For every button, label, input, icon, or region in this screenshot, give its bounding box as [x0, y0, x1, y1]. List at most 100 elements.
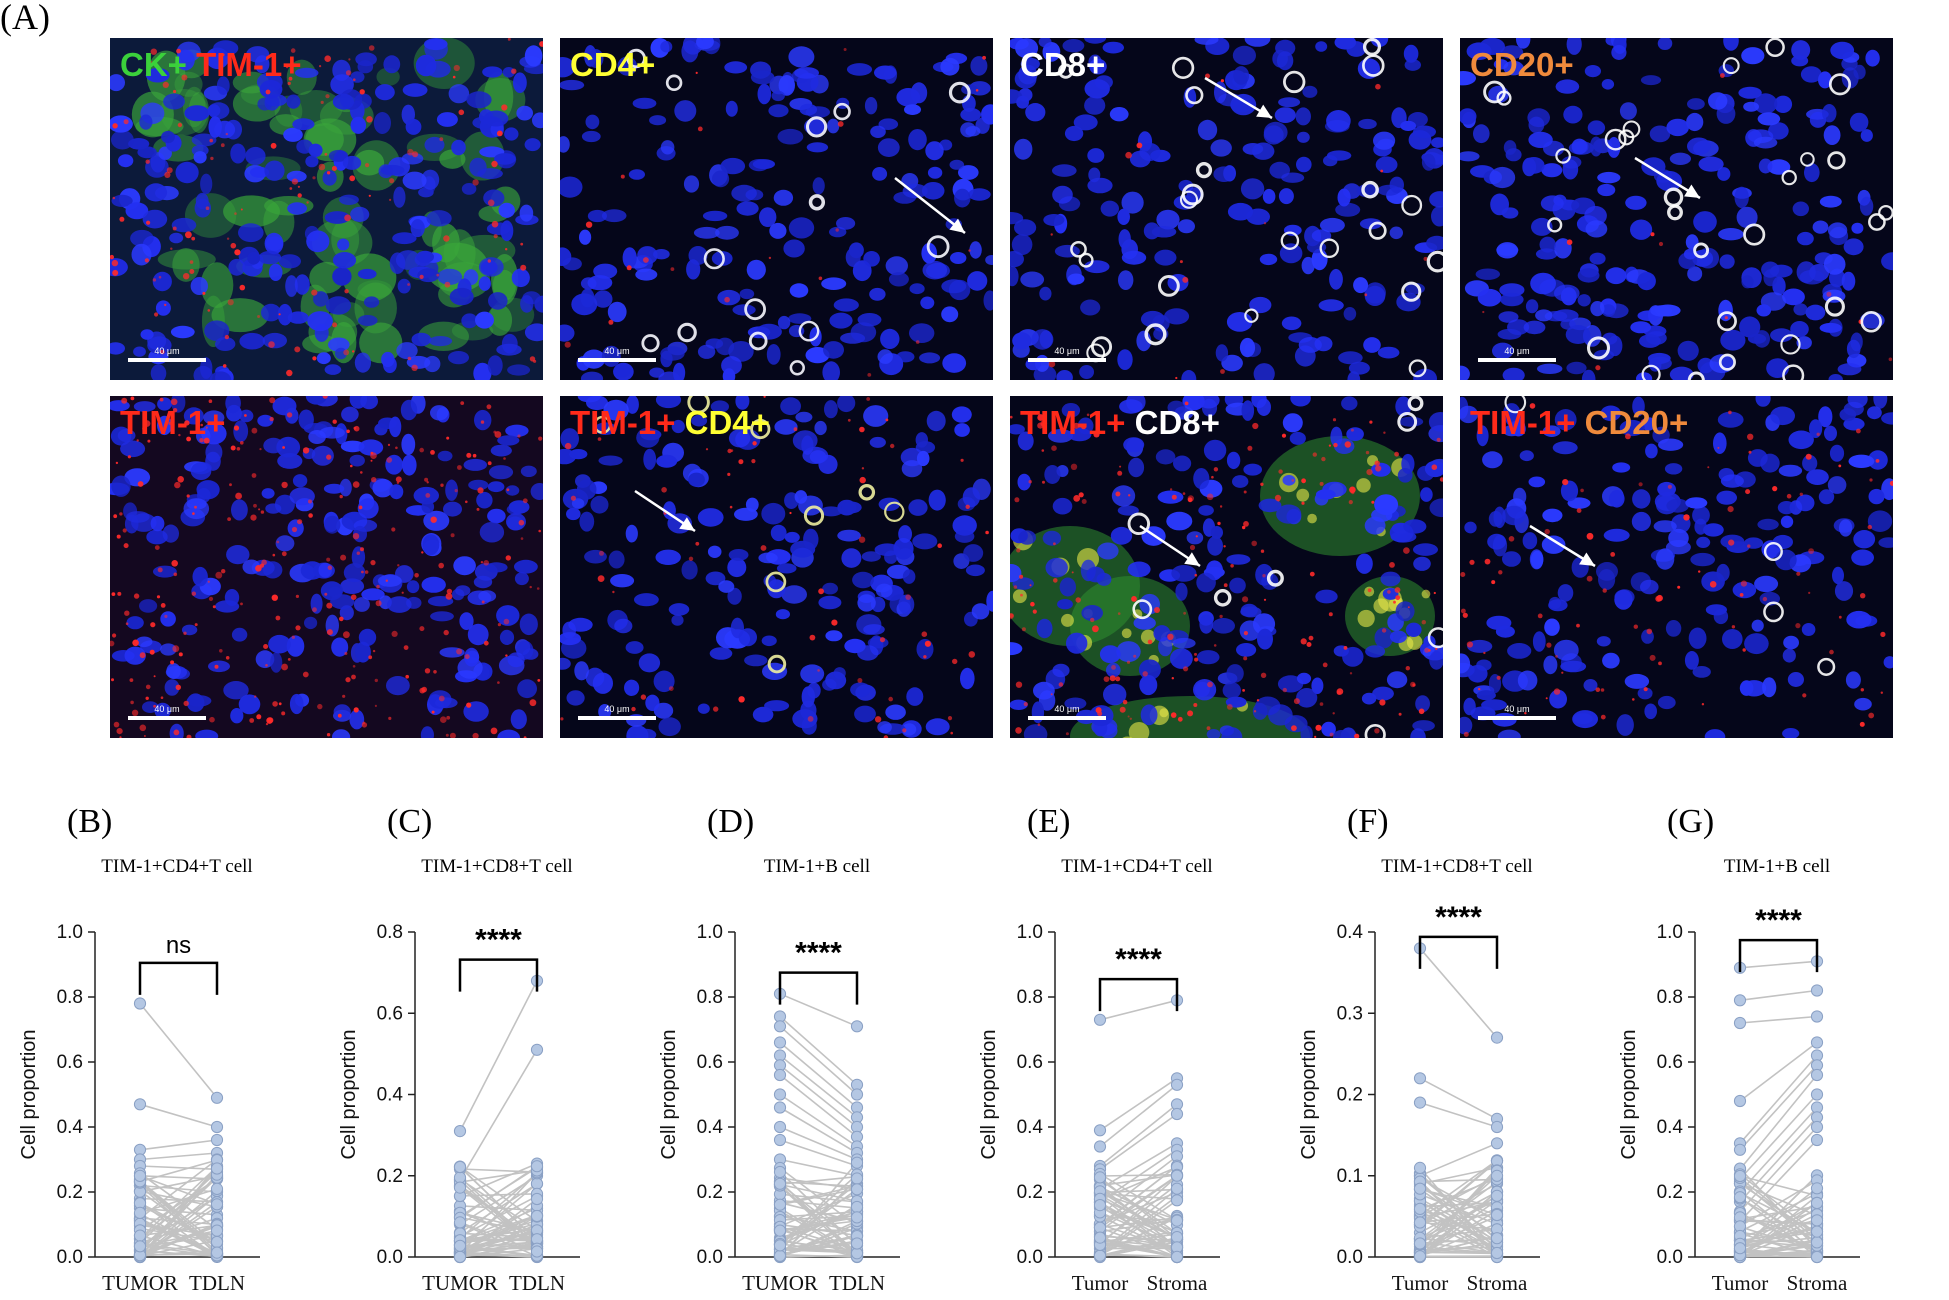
micrograph-timcd20: TIM-1+ CD20+ 40 μm: [1460, 396, 1893, 738]
data-point: [1733, 1016, 1747, 1030]
micrograph-timcd8: TIM-1+ CD8+ 40 μm: [1010, 396, 1443, 738]
data-point: [210, 1235, 224, 1249]
significance-bracket: [138, 961, 219, 995]
x-tick-label: Stroma: [1467, 1271, 1528, 1295]
pair-line: [1739, 989, 1818, 1002]
pair-line: [139, 1139, 218, 1151]
pair-line: [139, 1002, 218, 1099]
panel-letter: (D): [707, 803, 754, 840]
pair-line: [1739, 1249, 1818, 1257]
data-point: [453, 1250, 467, 1263]
pair-line: [139, 1103, 218, 1128]
pair-line: [139, 1239, 218, 1257]
x-tick-label: TDLN: [829, 1271, 885, 1295]
pair-line: [139, 1152, 218, 1161]
stain-label: TIM-1+: [570, 404, 676, 441]
pointer-arrow-icon: [894, 177, 966, 234]
stain-label: CK+: [120, 46, 187, 83]
pair-line: [1099, 999, 1178, 1021]
data-point: [210, 1120, 224, 1134]
pair-line: [1739, 1213, 1818, 1254]
x-tick-label: TUMOR: [742, 1271, 818, 1295]
data-point: [453, 1216, 467, 1229]
y-tick-label: 0.0: [377, 1247, 403, 1268]
data-point: [773, 1036, 787, 1049]
y-tick-label: 0.0: [1337, 1247, 1363, 1268]
data-point: [773, 1088, 787, 1101]
data-point: [773, 1101, 787, 1114]
data-point: [1170, 1107, 1184, 1121]
pair-line: [459, 1232, 538, 1239]
panel-letter: (E): [1027, 803, 1070, 840]
pair-line: [139, 1182, 218, 1253]
scale-bar-text: 40 μm: [1504, 704, 1530, 714]
pointer-arrow-icon: [1529, 524, 1596, 568]
data-point: [1490, 1137, 1504, 1150]
pair-line: [1419, 1245, 1498, 1255]
y-tick-label: 0.8: [377, 922, 403, 943]
pair-line: [779, 1216, 858, 1232]
pair-line: [779, 1247, 858, 1252]
x-tick-label: Tumor: [1712, 1271, 1768, 1295]
stain-label: TIM-1+: [120, 404, 226, 441]
pair-line: [1099, 1204, 1178, 1238]
pair-line: [139, 1224, 218, 1237]
y-tick-label: 0.0: [57, 1247, 83, 1268]
data-point: [530, 1245, 544, 1258]
pair-line: [1099, 1103, 1178, 1167]
pair-line: [459, 1247, 538, 1258]
data-point: [133, 1240, 147, 1253]
data-point: [850, 1211, 864, 1224]
y-tick-label: 1.0: [57, 922, 83, 943]
data-point: [133, 1206, 147, 1219]
y-tick-label: 0.6: [1657, 1052, 1683, 1073]
y-tick-label: 1.0: [1657, 922, 1683, 943]
pair-line: [459, 1165, 538, 1219]
micrograph-label: CK+ TIM-1+: [120, 46, 302, 84]
y-axis-label: Cell proportion: [658, 1029, 680, 1159]
stain-label: TIM-1+: [196, 46, 302, 83]
y-tick-label: 0.6: [1017, 1052, 1043, 1073]
scale-bar-line: [128, 716, 206, 720]
micrograph-label: TIM-1+ CD20+: [1470, 404, 1688, 442]
data-point: [1413, 1237, 1427, 1250]
data-point: [1170, 1214, 1184, 1227]
y-tick-label: 1.0: [697, 922, 723, 943]
x-tick-label: Tumor: [1392, 1271, 1448, 1295]
pair-line: [1419, 1187, 1498, 1216]
pointer-arrow-icon: [1204, 76, 1273, 120]
x-tick-label: TDLN: [509, 1271, 565, 1295]
data-point: [1810, 1182, 1824, 1195]
pair-line: [779, 1235, 858, 1257]
chart-title: TIM-1+CD8+T cell: [421, 856, 572, 877]
pair-line: [139, 1180, 218, 1249]
data-point: [1810, 1250, 1824, 1264]
y-tick-label: 0.2: [1337, 1085, 1363, 1106]
data-point: [1490, 1169, 1504, 1182]
chart-4: (E) TIM-1+CD4+T cell 0.0 0.2 0.4 0.6 0.8 1.0 Cel…: [978, 803, 1220, 1295]
pointer-arrow-icon: [1139, 524, 1201, 568]
micrograph-texture: [110, 396, 543, 738]
pair-line: [1739, 1064, 1818, 1151]
y-tick-label: 0.6: [697, 1052, 723, 1073]
scale-bar-line: [1478, 358, 1556, 362]
x-tick-label: Stroma: [1787, 1271, 1848, 1295]
data-point: [773, 1133, 787, 1147]
scale-bar-line: [578, 358, 656, 362]
micrograph-texture: [560, 38, 993, 380]
data-point: [133, 1229, 147, 1242]
scale-bar-text: 40 μm: [154, 346, 180, 356]
data-point: [773, 1198, 787, 1211]
scale-bar-text: 40 μm: [1504, 346, 1530, 356]
pair-line: [1099, 1166, 1178, 1201]
scale-bar: 40 μm: [128, 704, 206, 720]
pair-line: [1099, 1173, 1178, 1221]
scale-bar: 40 μm: [578, 346, 656, 362]
pair-line: [1739, 1054, 1818, 1144]
significance-label: ****: [1435, 901, 1482, 934]
stain-label: CD4+: [684, 404, 770, 441]
scale-bar-line: [1028, 716, 1106, 720]
pair-line: [779, 1106, 858, 1154]
data-point: [1093, 1199, 1107, 1212]
data-point: [1413, 1096, 1427, 1109]
